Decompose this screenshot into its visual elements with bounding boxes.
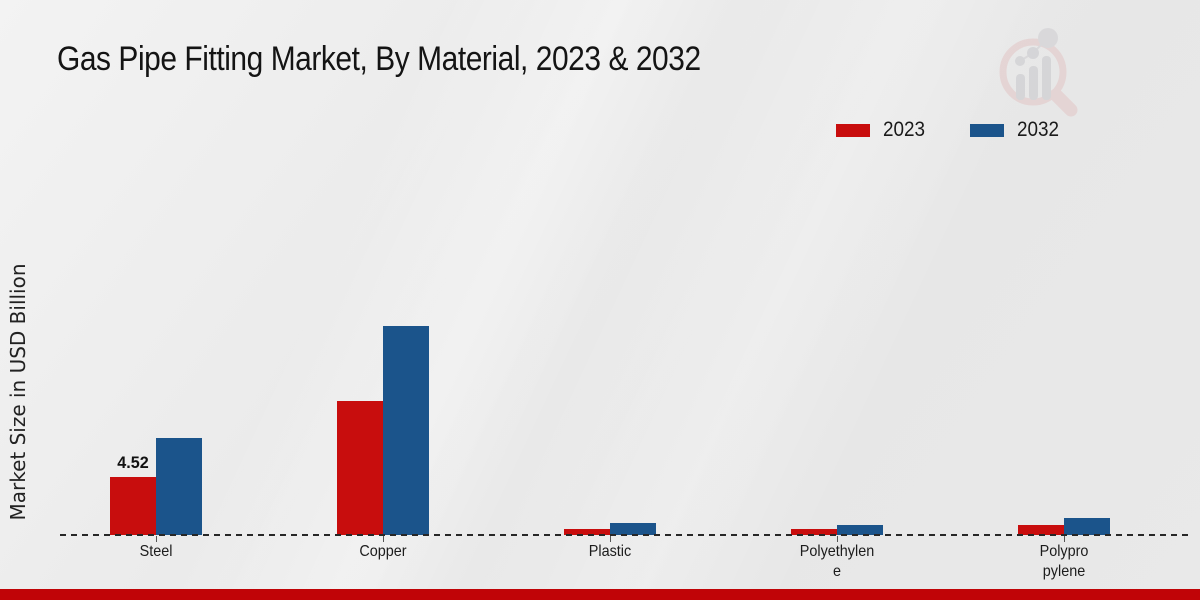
legend-label-2032: 2032 xyxy=(1016,118,1059,141)
x-axis-tick xyxy=(837,536,838,542)
bottom-red-strip xyxy=(0,589,1200,600)
bar-copper-2023 xyxy=(337,401,383,535)
category-label-copper: Copper xyxy=(359,543,407,560)
bar-polypropylene-2023 xyxy=(1018,525,1064,535)
legend-item-2032: 2032 xyxy=(969,118,1064,142)
bar-steel-2023 xyxy=(110,477,156,535)
x-axis-tick xyxy=(1064,536,1065,542)
legend-swatch-2032 xyxy=(969,123,1004,137)
legend-item-2023: 2023 xyxy=(836,118,930,142)
legend-label-2023: 2023 xyxy=(883,118,926,141)
chart-title: Gas Pipe Fitting Market, By Material, 20… xyxy=(57,40,701,78)
legend-swatch-2023 xyxy=(836,123,870,137)
x-axis-tick xyxy=(610,536,611,542)
bar-copper-2032 xyxy=(383,326,429,535)
category-label-steel: Steel xyxy=(139,543,173,560)
market-research-logo-watermark xyxy=(999,28,1078,117)
x-axis-tick xyxy=(383,536,384,542)
x-axis-tick xyxy=(156,536,157,542)
legend: 2023 2032 xyxy=(836,118,1063,142)
bar-value-label: 4.52 xyxy=(117,453,149,472)
category-label-polypropylene: Polypro pylene xyxy=(1039,543,1089,580)
bar-plastic-2032 xyxy=(610,523,656,535)
bar-plastic-2023 xyxy=(564,529,610,535)
bar-polypropylene-2032 xyxy=(1064,518,1110,535)
category-label-plastic: Plastic xyxy=(588,543,632,560)
bar-polyethylene-2023 xyxy=(791,529,837,535)
bar-steel-2032 xyxy=(156,438,202,535)
bar-polyethylene-2032 xyxy=(837,525,883,535)
category-label-polyethylene: Polyethylen e xyxy=(799,543,875,580)
x-axis-dashed-baseline xyxy=(60,534,1190,536)
